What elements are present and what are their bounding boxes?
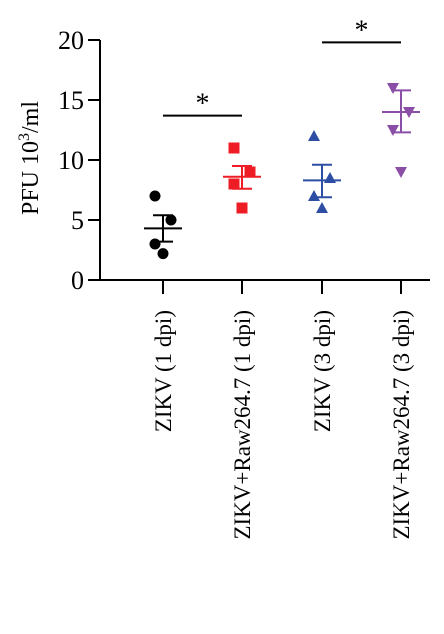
data-point xyxy=(228,178,240,190)
data-point xyxy=(387,125,399,136)
data-point xyxy=(236,202,248,214)
data-point xyxy=(316,202,328,213)
data-point xyxy=(149,238,161,250)
category-labels: ZIKV (1 dpi) ZIKV+Raw264.7 (1 dpi) ZIKV (3… xyxy=(151,310,414,540)
y-tick-label: 0 xyxy=(71,266,84,295)
y-tick-label: 20 xyxy=(58,26,84,55)
y-axis-label: PFU 103/ml xyxy=(16,101,44,215)
x-ticks xyxy=(162,280,402,294)
data-point xyxy=(149,190,161,202)
x-category-label: ZIKV+Raw264.7 (3 dpi) xyxy=(389,310,414,540)
significance-star: * xyxy=(196,89,210,120)
y-ticks: 0 5 10 15 20 xyxy=(58,26,100,295)
data-point xyxy=(308,130,320,141)
x-category-label: ZIKV (3 dpi) xyxy=(310,310,335,432)
data-marks xyxy=(144,83,420,260)
data-point xyxy=(228,142,240,154)
data-point xyxy=(308,190,320,201)
y-tick-label: 15 xyxy=(58,86,84,115)
data-point xyxy=(395,167,407,178)
significance-star: * xyxy=(355,15,369,46)
y-tick-label: 10 xyxy=(58,146,84,175)
data-point xyxy=(387,83,399,94)
x-category-label: ZIKV (1 dpi) xyxy=(151,310,176,432)
x-category-label: ZIKV+Raw264.7 (1 dpi) xyxy=(230,310,255,540)
data-point xyxy=(157,248,169,260)
data-point xyxy=(244,166,256,178)
data-point xyxy=(165,214,177,226)
y-tick-label: 5 xyxy=(71,206,84,235)
significance-annotations: ** xyxy=(163,15,401,120)
